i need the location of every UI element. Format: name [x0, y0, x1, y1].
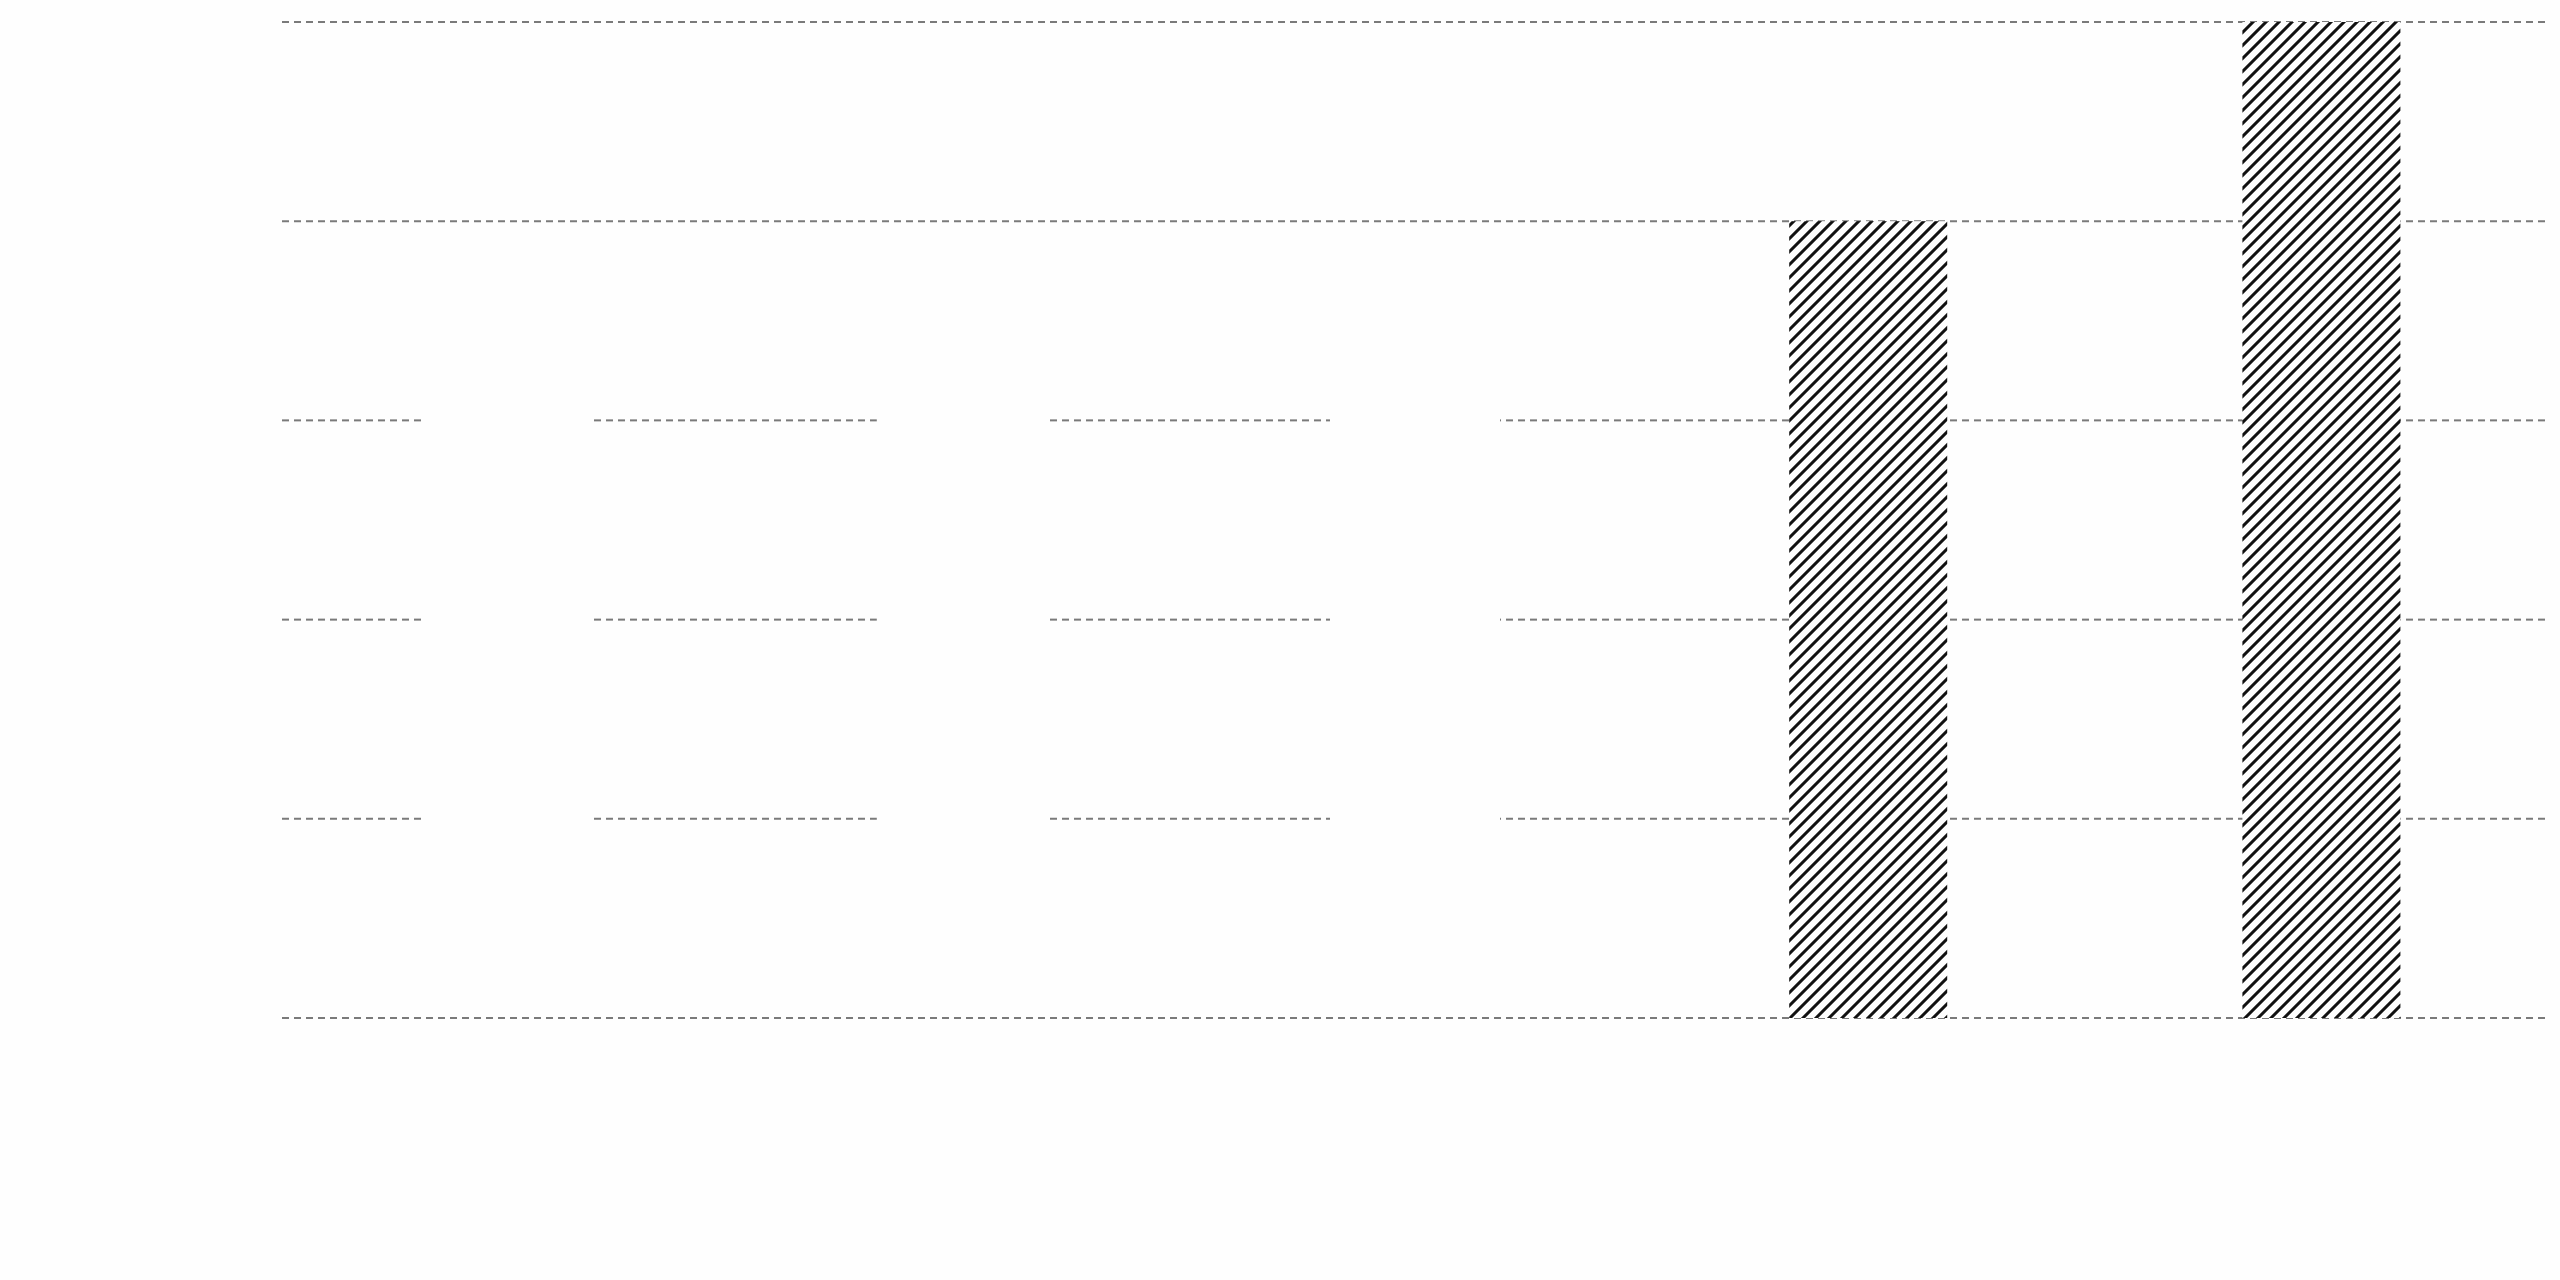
- bar-5: [2242, 22, 2401, 1018]
- bar-gap: [423, 402, 594, 1012]
- bars: [423, 22, 2401, 1018]
- bar-4: [1789, 221, 1948, 1018]
- bar-gap: [876, 402, 1047, 1012]
- bar-gap: [1330, 402, 1500, 1012]
